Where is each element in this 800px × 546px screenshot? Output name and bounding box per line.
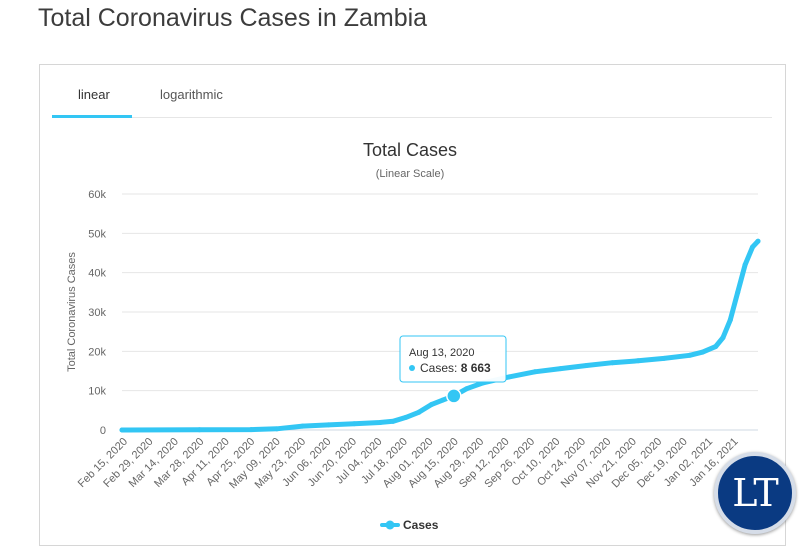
data-point	[700, 349, 706, 355]
data-point	[325, 422, 331, 428]
data-point	[248, 427, 254, 433]
data-point	[635, 358, 641, 364]
chart-title: Total Cases	[363, 140, 457, 160]
data-point	[532, 369, 538, 375]
legend-marker	[385, 520, 395, 530]
data-point	[403, 414, 409, 420]
tooltip-box	[399, 335, 507, 383]
y-tick-label: 40k	[88, 268, 106, 280]
tooltip-value-line: Cases: 8 663	[420, 361, 491, 375]
data-point	[464, 386, 470, 392]
data-point	[440, 397, 446, 403]
y-tick-label: 0	[100, 425, 106, 437]
data-point	[558, 366, 564, 372]
logo-text: LT	[732, 471, 778, 515]
legend-label-cases[interactable]: Cases	[403, 518, 439, 532]
data-point	[119, 427, 125, 433]
tooltip-series-name: Cases	[420, 361, 454, 375]
data-point	[390, 418, 396, 424]
data-point	[713, 344, 719, 350]
data-point	[300, 423, 306, 429]
data-point	[429, 401, 435, 407]
series-markers	[119, 238, 761, 433]
y-tick-label: 10k	[88, 386, 106, 398]
data-point	[377, 420, 383, 426]
data-point	[755, 238, 761, 244]
data-point	[274, 426, 280, 432]
tooltip-date: Aug 13, 2020	[409, 347, 474, 359]
data-point	[416, 409, 422, 415]
data-point	[196, 427, 202, 433]
page-title: Total Coronavirus Cases in Zambia	[38, 4, 428, 32]
tooltip-series-dot	[409, 365, 415, 371]
tooltip-value: 8 663	[461, 361, 491, 375]
data-point	[609, 360, 615, 366]
data-point	[727, 317, 733, 323]
grid-lines	[122, 193, 758, 431]
data-point	[351, 421, 357, 427]
chart-subtitle: (Linear Scale)	[376, 168, 444, 180]
data-point	[720, 335, 726, 341]
data-point	[661, 355, 667, 361]
active-tab-indicator	[52, 115, 132, 118]
scale-tabs: linear logarithmic	[52, 65, 772, 118]
data-point	[742, 262, 748, 268]
highlighted-point[interactable]	[446, 388, 462, 404]
tab-linear[interactable]: linear	[78, 87, 110, 102]
data-point	[735, 289, 741, 295]
y-axis-label: Total Coronavirus Cases	[66, 252, 78, 372]
data-point	[687, 352, 693, 358]
y-tick-label: 20k	[88, 346, 106, 358]
legend[interactable]: Cases	[380, 518, 439, 532]
lt-logo: LT	[714, 452, 796, 534]
chart-panel: linear logarithmic	[39, 64, 786, 546]
y-tick-label: 60k	[88, 189, 106, 201]
tooltip: Aug 13, 2020 Cases: 8 663	[399, 335, 507, 383]
y-tick-label: 50k	[88, 228, 106, 240]
y-tick-label: 30k	[88, 307, 106, 319]
data-point	[584, 362, 590, 368]
data-point	[506, 374, 512, 380]
data-point	[749, 244, 755, 250]
y-axis-ticks: 0 10k 20k 30k 40k 50k 60k	[88, 189, 106, 437]
tab-logarithmic[interactable]: logarithmic	[160, 87, 223, 102]
